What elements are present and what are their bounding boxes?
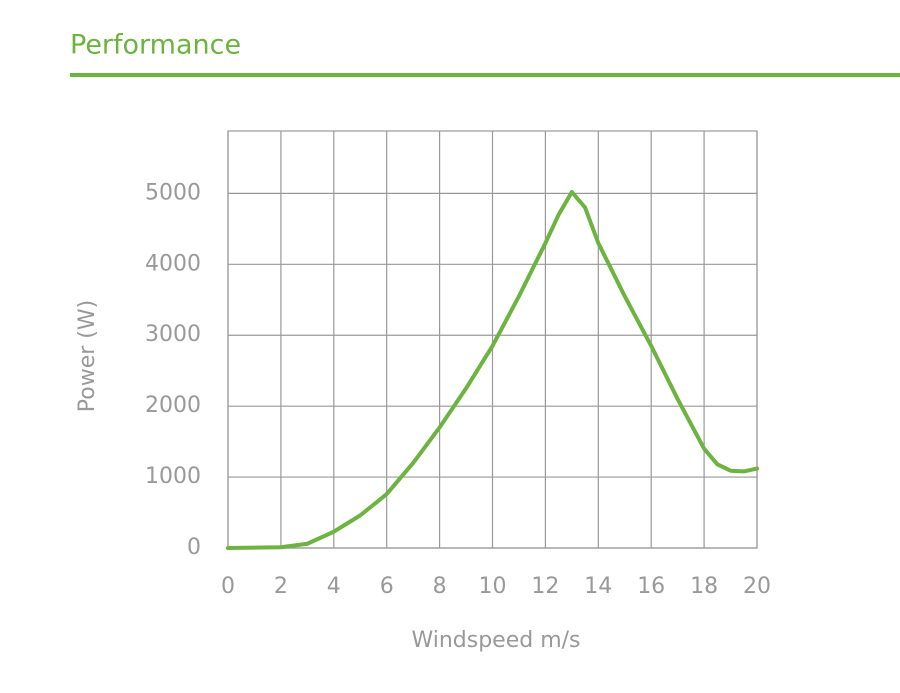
y-tick-label: 3000 [145,322,201,347]
x-axis-label: Windspeed m/s [411,628,580,653]
y-tick-label: 2000 [145,393,201,418]
y-tick-label: 1000 [145,464,201,489]
chart-title: Performance [70,30,241,61]
x-tick-label: 16 [637,574,665,599]
x-tick-label: 6 [380,574,394,599]
x-tick-label: 18 [690,574,718,599]
y-tick-label: 4000 [145,251,201,276]
y-tick-label: 5000 [145,180,201,205]
x-tick-label: 10 [479,574,507,599]
x-tick-label: 12 [531,574,559,599]
y-tick-label: 0 [187,535,201,560]
x-tick-label: 0 [221,574,235,599]
x-tick-label: 8 [433,574,447,599]
x-tick-label: 14 [584,574,612,599]
x-tick-label: 20 [743,574,771,599]
x-tick-label: 2 [274,574,288,599]
title-rule [70,73,900,77]
data-line [226,189,759,550]
y-axis-label: Power (W) [75,300,100,412]
x-tick-label: 4 [327,574,341,599]
